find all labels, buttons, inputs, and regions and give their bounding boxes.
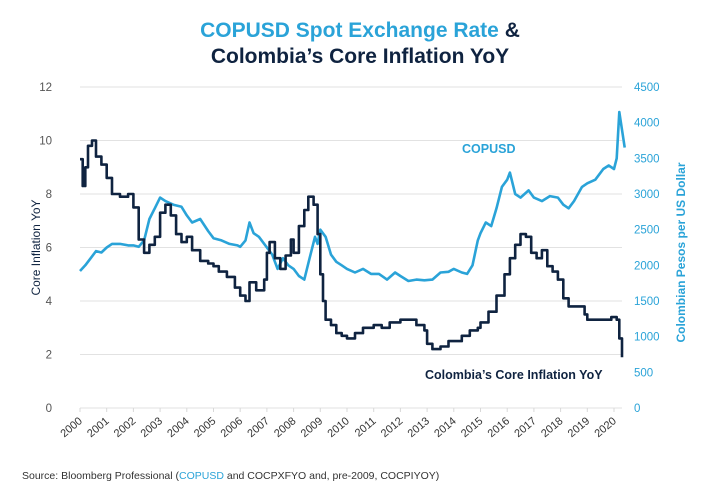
x-tick-label: 2013 [406,415,432,440]
left-tick-label: 2 [46,350,52,362]
title-ampersand: & [504,19,520,42]
left-tick-label: 0 [46,403,52,415]
chart-title-line2: Colombia’s Core Inflation YoY [210,45,510,68]
left-tick-label: 8 [46,189,52,201]
x-tick-label: 2004 [165,415,191,440]
title-copusd: COPUSD Spot Exchange Rate [200,19,499,42]
x-tick-label: 2001 [85,415,111,440]
source-suffix: and COCPXFYO and, pre-2009, COCPIYOY) [223,470,440,482]
source-note: Source: Bloomberg Professional (COPUSD a… [22,470,439,482]
x-tick-label: 2010 [325,415,351,440]
x-tick-label: 2020 [592,415,618,440]
left-tick-label: 4 [46,296,53,308]
right-tick-label: 4000 [634,118,660,130]
x-tick-label: 2006 [219,415,245,440]
right-tick-label: 1000 [634,332,660,344]
x-tick-label: 2005 [192,415,218,440]
right-tick-label: 0 [634,403,640,415]
right-tick-label: 3000 [634,189,660,201]
copusd-line [79,110,626,283]
copusd-label: COPUSD [462,142,515,156]
right-tick-label: 4500 [634,82,660,94]
left-tick-label: 12 [39,82,52,94]
right-tick-label: 2000 [634,260,660,272]
source-copusd-link[interactable]: COPUSD [179,470,224,482]
x-tick-label: 2000 [58,415,84,440]
left-axis-title: Core Inflation YoY [29,199,43,295]
source-prefix: Source: Bloomberg Professional ( [22,470,179,482]
x-tick-label: 2002 [112,415,138,440]
left-tick-label: 6 [46,243,52,255]
x-tick-label: 2008 [272,415,298,440]
x-tick-label: 2014 [432,415,458,440]
x-tick-label: 2017 [512,415,538,440]
x-tick-label: 2015 [459,415,485,440]
x-tick-label: 2011 [353,415,379,439]
right-tick-label: 2500 [634,225,660,237]
x-tick-label: 2007 [245,415,271,440]
chart-title-line1: COPUSD Spot Exchange Rate & [0,18,720,44]
x-tick-label: 2009 [299,415,325,440]
right-tick-label: 500 [634,367,653,379]
inflation-label: Colombia’s Core Inflation YoY [425,368,603,382]
inflation-line [80,139,624,358]
right-axis-title: Colombian Pesos per US Dollar [674,162,688,342]
right-tick-label: 1500 [634,296,660,308]
x-tick-label: 2003 [139,415,165,440]
right-tick-label: 3500 [634,153,660,165]
x-tick-label: 2018 [539,415,565,440]
x-tick-label: 2012 [379,415,405,440]
x-tick-label: 2016 [486,415,512,440]
x-tick-label: 2019 [566,415,592,440]
left-tick-label: 10 [39,136,52,148]
